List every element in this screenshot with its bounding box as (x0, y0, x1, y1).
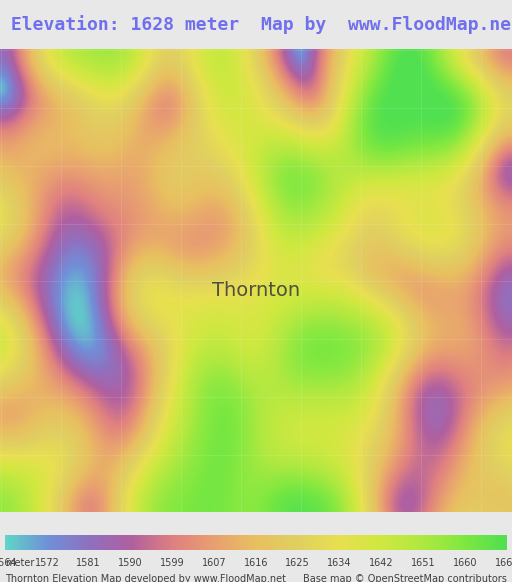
Text: 1642: 1642 (369, 558, 394, 567)
Text: 1660: 1660 (453, 558, 477, 567)
Text: 1651: 1651 (411, 558, 436, 567)
Text: 1599: 1599 (160, 558, 185, 567)
Text: 1669: 1669 (495, 558, 512, 567)
Text: Thornton Elevation Map developed by www.FloodMap.net: Thornton Elevation Map developed by www.… (5, 573, 286, 582)
Text: 1590: 1590 (118, 558, 143, 567)
Text: 1625: 1625 (285, 558, 310, 567)
Text: 1607: 1607 (202, 558, 226, 567)
Text: Thornton: Thornton (212, 281, 301, 300)
Text: Thornton Elevation: 1628 meter  Map by  www.FloodMap.net (beta): Thornton Elevation: 1628 meter Map by ww… (0, 15, 512, 34)
Text: 1634: 1634 (327, 558, 352, 567)
Text: Base map © OpenStreetMap contributors: Base map © OpenStreetMap contributors (303, 573, 507, 582)
Text: 1616: 1616 (244, 558, 268, 567)
Text: 1572: 1572 (34, 558, 59, 567)
Text: 1564: 1564 (0, 558, 17, 567)
Text: 1581: 1581 (76, 558, 101, 567)
Text: meter: meter (5, 558, 34, 567)
